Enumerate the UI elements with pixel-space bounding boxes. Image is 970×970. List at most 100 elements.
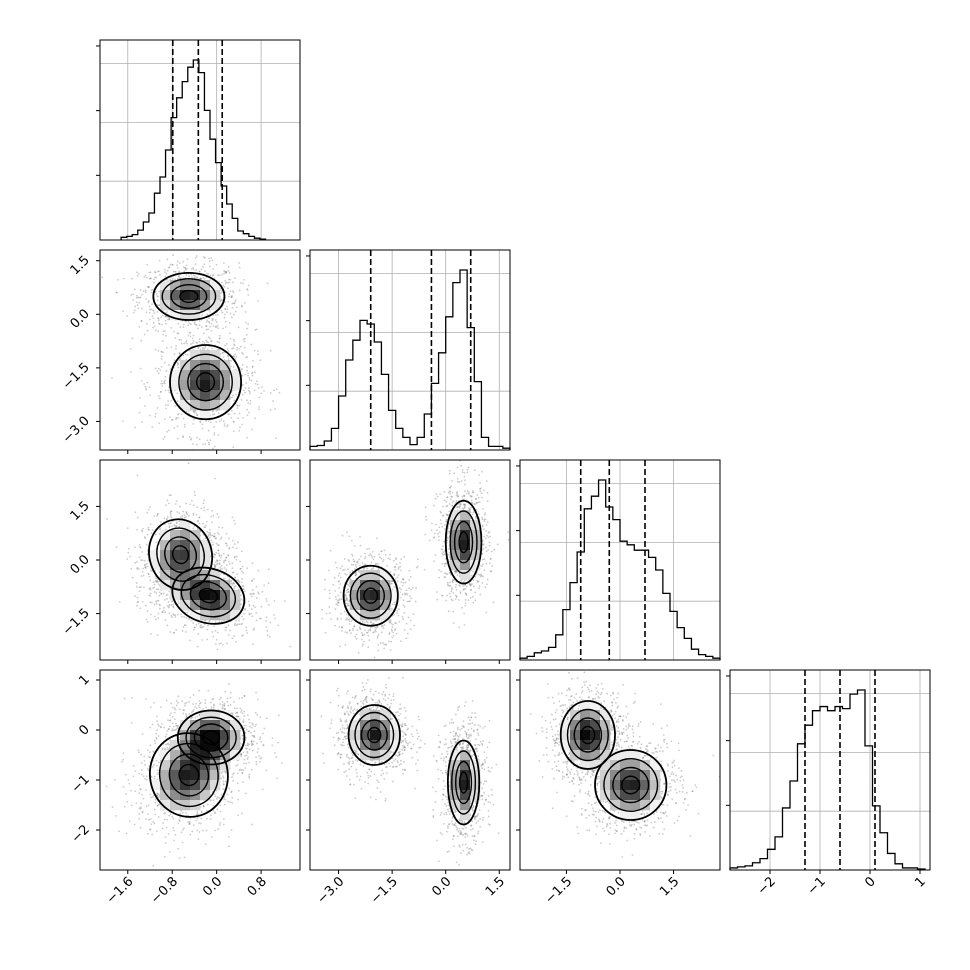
scatter-point — [363, 557, 366, 560]
scatter-point — [193, 410, 195, 412]
scatter-point — [167, 600, 170, 603]
scatter-point — [156, 634, 159, 637]
scatter-point — [218, 562, 221, 565]
scatter-point — [255, 611, 258, 614]
scatter-point — [376, 635, 379, 638]
scatter-point — [152, 309, 154, 312]
scatter-point — [348, 629, 351, 632]
scatter-point — [241, 585, 244, 588]
scatter-point — [137, 600, 139, 603]
scatter-point — [204, 270, 207, 272]
scatter-point — [153, 615, 156, 618]
scatter-point — [251, 371, 254, 374]
scatter-point — [425, 515, 427, 518]
scatter-point — [217, 274, 219, 277]
scatter-point — [211, 319, 214, 322]
scatter-point — [199, 626, 202, 629]
density-cell — [190, 390, 201, 401]
scatter-point — [207, 419, 210, 422]
scatter-point — [394, 628, 397, 630]
scatter-point — [194, 263, 197, 266]
scatter-point — [238, 289, 241, 292]
scatter-point — [246, 327, 249, 330]
scatter-point — [405, 592, 408, 595]
scatter-point — [195, 443, 198, 446]
scatter-point — [267, 568, 270, 571]
scatter-point — [335, 566, 338, 569]
scatter-point — [118, 600, 121, 603]
scatter-point — [210, 539, 213, 542]
scatter-point — [234, 299, 237, 302]
scatter-point — [446, 536, 449, 539]
scatter-point — [152, 317, 155, 320]
scatter-point — [395, 612, 398, 615]
hist-panel-4 — [726, 669, 931, 871]
scatter-point — [393, 573, 396, 576]
scatter-point — [146, 620, 149, 623]
scatter-point — [173, 614, 176, 617]
scatter-point — [265, 620, 267, 622]
scatter-point — [491, 565, 494, 567]
scatter-point — [238, 262, 241, 264]
scatter-point — [167, 606, 170, 609]
scatter-point — [246, 356, 249, 358]
scatter-point — [156, 370, 159, 373]
scatter-point — [358, 626, 361, 629]
scatter-point — [364, 556, 367, 558]
hist-panel-1 — [96, 39, 301, 241]
scatter-point — [440, 522, 442, 525]
scatter-point — [428, 539, 431, 542]
scatter-point — [212, 514, 215, 517]
scatter-point — [273, 389, 275, 392]
scatter-point — [148, 305, 151, 308]
scatter-point — [206, 348, 209, 351]
scatter-point — [153, 312, 156, 315]
scatter-point — [169, 510, 172, 513]
scatter-point — [188, 331, 191, 334]
scatter-point — [226, 305, 228, 308]
scatter-point — [218, 642, 221, 645]
scatter-point — [157, 395, 160, 397]
scatter-point — [200, 326, 203, 328]
scatter-point — [227, 287, 229, 290]
scatter-point — [406, 593, 409, 596]
scatter-point — [389, 649, 392, 651]
scatter-point — [266, 629, 269, 632]
scatter-point — [244, 608, 247, 611]
density-cell — [210, 280, 221, 291]
scatter-point — [203, 347, 206, 350]
scatter-point — [130, 277, 133, 280]
density-cell — [170, 540, 181, 551]
density-cell — [170, 560, 181, 571]
scatter-point — [160, 382, 163, 385]
scatter-point — [138, 301, 141, 304]
scatter-point — [263, 390, 265, 392]
scatter-point — [149, 579, 151, 582]
scatter-point — [215, 326, 218, 329]
scatter-point — [255, 585, 258, 588]
scatter-point — [353, 625, 356, 628]
scatter-point — [245, 629, 248, 632]
scatter-point — [147, 508, 150, 511]
scatter-point — [122, 310, 124, 313]
scatter-point — [249, 392, 251, 395]
scatter-point — [464, 602, 467, 605]
scatter-point — [193, 463, 195, 465]
scatter-point — [237, 404, 239, 407]
scatter-point — [182, 323, 185, 326]
density-cell — [160, 570, 171, 581]
scatter-point — [379, 642, 382, 645]
scatter-point — [187, 324, 189, 327]
density-cell — [220, 610, 231, 621]
scatter-point — [157, 349, 160, 352]
scatter-point — [339, 591, 342, 594]
scatter-point — [253, 627, 255, 630]
scatter-point — [212, 635, 215, 638]
scatter-point — [395, 563, 398, 566]
scatter-point — [158, 273, 161, 276]
scatter-point — [216, 324, 219, 327]
scatter-point — [248, 390, 251, 393]
scatter-point — [155, 581, 158, 583]
scatter-point — [244, 311, 247, 313]
scatter-point — [219, 566, 222, 569]
